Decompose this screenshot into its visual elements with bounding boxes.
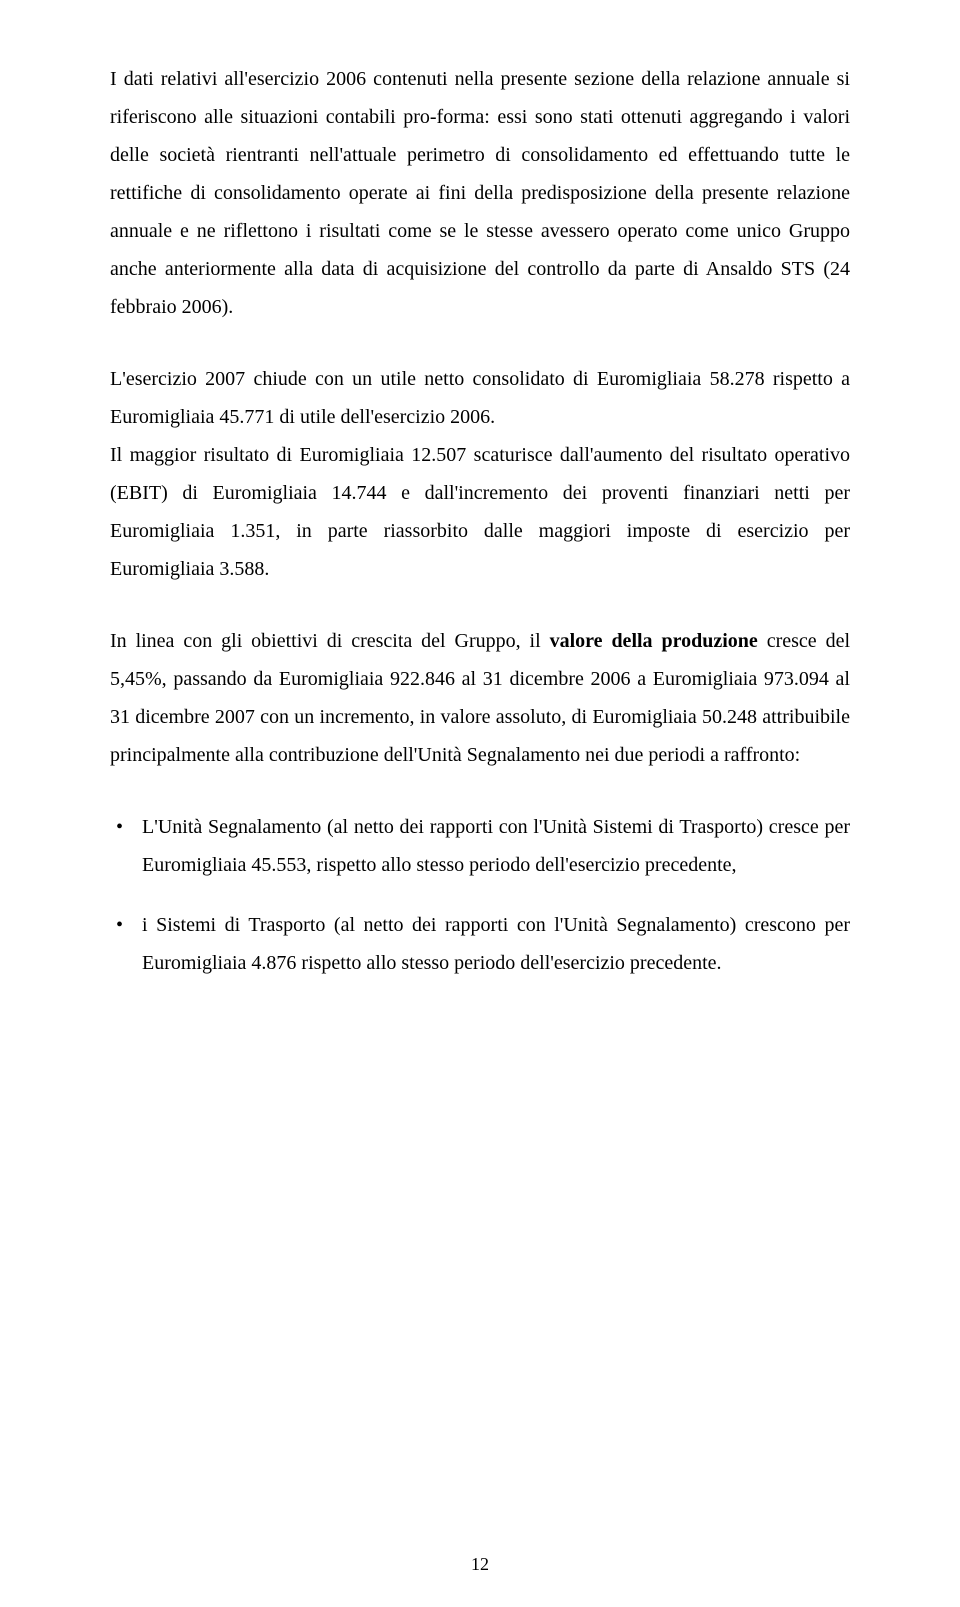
paragraph-3-bold: valore della produzione — [550, 630, 758, 652]
document-page: I dati relativi all'esercizio 2006 conte… — [0, 0, 960, 1607]
bullet-item-1: L'Unità Segnalamento (al netto dei rappo… — [110, 808, 850, 884]
paragraph-1: I dati relativi all'esercizio 2006 conte… — [110, 60, 850, 326]
bullet-item-2: i Sistemi di Trasporto (al netto dei rap… — [110, 906, 850, 982]
paragraph-3-pre: In linea con gli obiettivi di crescita d… — [110, 630, 550, 652]
paragraph-2a: L'esercizio 2007 chiude con un utile net… — [110, 368, 850, 428]
paragraph-3: In linea con gli obiettivi di crescita d… — [110, 622, 850, 774]
page-number: 12 — [0, 1554, 960, 1575]
bullet-list: L'Unità Segnalamento (al netto dei rappo… — [110, 808, 850, 982]
paragraph-2b: Il maggior risultato di Euromigliaia 12.… — [110, 444, 850, 580]
paragraph-2: L'esercizio 2007 chiude con un utile net… — [110, 360, 850, 588]
